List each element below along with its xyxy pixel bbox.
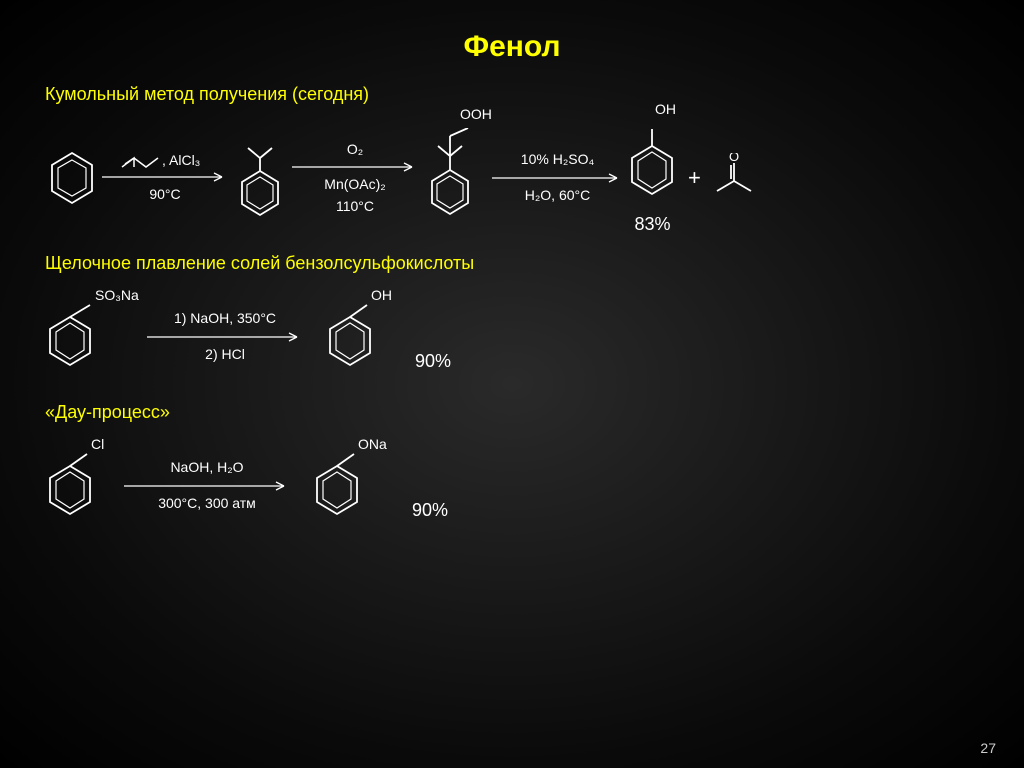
step1-top-label: , AlCl₃: [162, 151, 200, 171]
cl-label: Cl: [91, 436, 104, 452]
yield2-label: 90%: [415, 351, 451, 372]
svg-text:O: O: [729, 153, 739, 164]
arrow3-block: 10% H₂SO₄ H₂O, 60°C: [490, 150, 625, 205]
arrow4-block: 1) NaOH, 350°C 2) HCl: [145, 309, 305, 364]
yield1-label: 83%: [625, 214, 680, 235]
oh-label-2: OH: [371, 287, 392, 303]
arrow-icon: [145, 331, 305, 343]
propene-icon: [120, 151, 160, 171]
step2-bot1-label: Mn(OAc)₂: [324, 175, 385, 195]
step3-bot-label: H₂O, 60°C: [525, 186, 591, 206]
benzene-icon: [45, 143, 100, 213]
reaction-row-1: , AlCl₃ 90°C O₂ Mn(OAc)₂ 110°C OOH 10% H…: [45, 123, 1024, 233]
plus-sign: +: [688, 165, 701, 191]
chlorobenzene-icon: [45, 446, 110, 521]
arrow-icon: [122, 480, 292, 492]
ona-label: ONa: [358, 436, 387, 452]
step4-top-label: 1) NaOH, 350°C: [174, 309, 276, 329]
yield3-label: 90%: [412, 500, 448, 521]
reaction-row-2: SO₃Na 1) NaOH, 350°C 2) HCl OH 90%: [45, 292, 1024, 382]
arrow2-block: O₂ Mn(OAc)₂ 110°C: [290, 140, 420, 217]
section1-heading: Кумольный метод получения (сегодня): [45, 84, 1024, 105]
reaction-row-3: Cl NaOH, H₂O 300°C, 300 атм ONa 90%: [45, 441, 1024, 531]
page-number: 27: [980, 740, 996, 756]
acetone-icon: O: [709, 153, 759, 203]
section2-heading: Щелочное плавление солей бензолсульфокис…: [45, 253, 1024, 274]
phenol-icon: [625, 121, 680, 201]
page-title: Фенол: [0, 0, 1024, 84]
so3na-label: SO₃Na: [95, 287, 139, 303]
ooh-label: OOH: [460, 106, 492, 122]
step1-bot-label: 90°C: [149, 185, 180, 205]
step2-bot2-label: 110°C: [336, 197, 374, 217]
phenoxide-icon: [312, 446, 387, 521]
arrow-icon: [100, 171, 230, 183]
arrow5-block: NaOH, H₂O 300°C, 300 атм: [122, 458, 292, 513]
step5-top-label: NaOH, H₂O: [170, 458, 243, 478]
arrow-icon: [490, 172, 625, 184]
section3-heading: «Дау-процесс»: [45, 402, 1024, 423]
benzenesulfonate-icon: [45, 297, 115, 372]
oh-label: OH: [655, 101, 676, 117]
cumene-icon: [230, 136, 290, 221]
arrow1-block: , AlCl₃ 90°C: [100, 151, 230, 205]
step5-bot-label: 300°C, 300 атм: [158, 494, 256, 514]
step4-bot-label: 2) HCl: [205, 345, 245, 365]
phenol-icon: [325, 297, 390, 372]
step3-top-label: 10% H₂SO₄: [521, 150, 594, 170]
step2-top-label: O₂: [347, 140, 363, 160]
arrow-icon: [290, 161, 420, 173]
cumene-hydroperoxide-icon: [420, 128, 490, 223]
